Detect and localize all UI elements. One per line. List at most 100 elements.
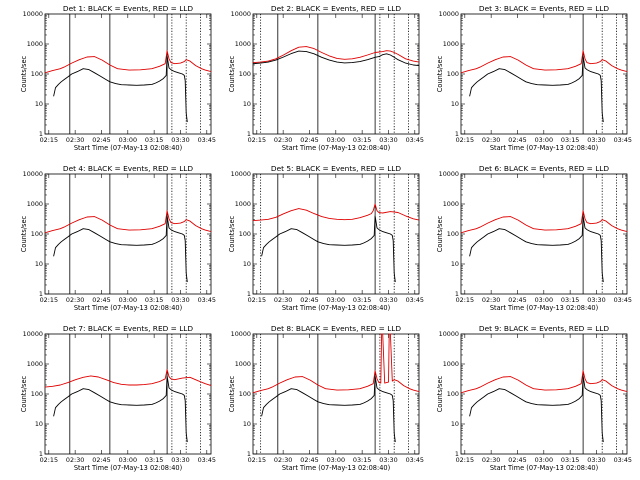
- x-tick-label: 03:00: [535, 296, 553, 304]
- x-tick-label: 02:45: [508, 136, 526, 144]
- x-tick-label: 03:45: [406, 296, 424, 304]
- panel-6-title: Det 6: BLACK = Events, RED = LLD: [479, 164, 610, 173]
- y-tick-label: 100: [31, 70, 43, 78]
- y-tick-label: 10: [35, 420, 43, 428]
- series-events-line: [469, 215, 604, 283]
- y-tick-label: 1000: [27, 360, 43, 368]
- x-tick-label: 02:15: [248, 136, 266, 144]
- y-tick-label: 10: [35, 260, 43, 268]
- x-tick-label: 03:00: [119, 296, 137, 304]
- x-tick-label: 03:45: [198, 456, 216, 464]
- y-tick-label: 10000: [231, 330, 251, 338]
- y-tick-label: 1000: [27, 200, 43, 208]
- x-tick-label: 03:30: [379, 136, 397, 144]
- y-tick-label: 1: [39, 450, 43, 458]
- x-tick-label: 03:15: [353, 136, 371, 144]
- series-lld-line: [460, 50, 628, 74]
- x-axis-label: Start Time (07-May-13 02:08:40): [490, 144, 598, 152]
- series-events-line: [53, 215, 188, 283]
- x-tick-label: 03:15: [353, 296, 371, 304]
- series-events-line: [53, 375, 188, 443]
- x-tick-label: 03:00: [327, 456, 345, 464]
- panel-9-title: Det 9: BLACK = Events, RED = LLD: [479, 324, 610, 333]
- y-tick-label: 10: [243, 100, 251, 108]
- y-tick-label: 10: [451, 100, 459, 108]
- y-tick-label: 100: [31, 230, 43, 238]
- y-tick-label: 1000: [443, 360, 459, 368]
- y-axis-label: Counts/sec: [20, 215, 28, 252]
- x-tick-label: 03:30: [171, 456, 189, 464]
- x-tick-label: 02:45: [300, 456, 318, 464]
- x-tick-label: 02:30: [482, 296, 500, 304]
- x-axis-label: Start Time (07-May-13 02:08:40): [282, 304, 390, 312]
- panel-1-title: Det 1: BLACK = Events, RED = LLD: [63, 4, 194, 13]
- x-tick-label: 02:45: [300, 136, 318, 144]
- series-lld-line: [44, 369, 212, 388]
- x-axis-label: Start Time (07-May-13 02:08:40): [74, 464, 182, 472]
- series-lld-line: [460, 210, 628, 234]
- x-tick-label: 03:15: [145, 456, 163, 464]
- x-tick-label: 03:15: [145, 296, 163, 304]
- series-events-line: [469, 55, 604, 123]
- x-axis-label: Start Time (07-May-13 02:08:40): [74, 304, 182, 312]
- x-tick-label: 03:15: [561, 456, 579, 464]
- y-tick-label: 100: [31, 390, 43, 398]
- x-tick-label: 03:00: [327, 136, 345, 144]
- series-lld-line: [252, 46, 420, 64]
- x-tick-label: 03:15: [561, 296, 579, 304]
- y-tick-label: 100: [239, 230, 251, 238]
- x-tick-label: 02:30: [66, 456, 84, 464]
- y-axis-label: Counts/sec: [20, 375, 28, 412]
- x-tick-label: 03:45: [406, 136, 424, 144]
- y-axis-label: Counts/sec: [228, 215, 236, 252]
- x-tick-label: 02:45: [92, 136, 110, 144]
- y-tick-label: 1: [247, 130, 251, 138]
- x-tick-label: 02:45: [92, 456, 110, 464]
- y-tick-label: 100: [447, 230, 459, 238]
- y-axis-label: Counts/sec: [436, 375, 444, 412]
- x-tick-label: 03:00: [119, 456, 137, 464]
- y-tick-label: 100: [447, 390, 459, 398]
- x-tick-label: 02:30: [66, 136, 84, 144]
- x-tick-label: 02:30: [274, 296, 292, 304]
- y-axis-label: Counts/sec: [228, 375, 236, 412]
- x-tick-label: 02:15: [456, 296, 474, 304]
- panel-4-title: Det 4: BLACK = Events, RED = LLD: [63, 164, 194, 173]
- x-tick-label: 02:15: [40, 296, 58, 304]
- series-events-line: [261, 215, 396, 283]
- x-tick-label: 02:30: [482, 136, 500, 144]
- y-axis-label: Counts/sec: [20, 55, 28, 92]
- y-tick-label: 1: [247, 290, 251, 298]
- y-tick-label: 100: [447, 70, 459, 78]
- y-tick-label: 1: [455, 290, 459, 298]
- x-tick-label: 02:15: [248, 456, 266, 464]
- x-tick-label: 02:45: [508, 456, 526, 464]
- y-tick-label: 10000: [23, 10, 43, 18]
- y-axis-label: Counts/sec: [228, 55, 236, 92]
- y-tick-label: 1: [39, 130, 43, 138]
- x-tick-label: 03:15: [561, 136, 579, 144]
- x-tick-label: 03:30: [587, 456, 605, 464]
- series-lld-line: [252, 333, 420, 394]
- x-tick-label: 02:15: [456, 136, 474, 144]
- x-tick-label: 03:30: [587, 296, 605, 304]
- y-tick-label: 10000: [231, 170, 251, 178]
- panel-8-title: Det 8: BLACK = Events, RED = LLD: [271, 324, 402, 333]
- x-tick-label: 02:45: [92, 296, 110, 304]
- x-tick-label: 02:30: [274, 136, 292, 144]
- series-lld-line: [252, 203, 420, 222]
- y-tick-label: 10: [243, 260, 251, 268]
- y-tick-label: 1000: [235, 200, 251, 208]
- x-tick-label: 03:00: [535, 456, 553, 464]
- x-tick-label: 03:45: [614, 296, 632, 304]
- series-lld-line: [44, 50, 212, 74]
- y-tick-label: 1000: [443, 40, 459, 48]
- x-tick-label: 02:15: [456, 456, 474, 464]
- x-tick-label: 03:45: [614, 456, 632, 464]
- x-tick-label: 02:15: [248, 296, 266, 304]
- y-tick-label: 10: [451, 260, 459, 268]
- x-tick-label: 03:30: [379, 296, 397, 304]
- y-axis-label: Counts/sec: [436, 215, 444, 252]
- y-tick-label: 10: [243, 420, 251, 428]
